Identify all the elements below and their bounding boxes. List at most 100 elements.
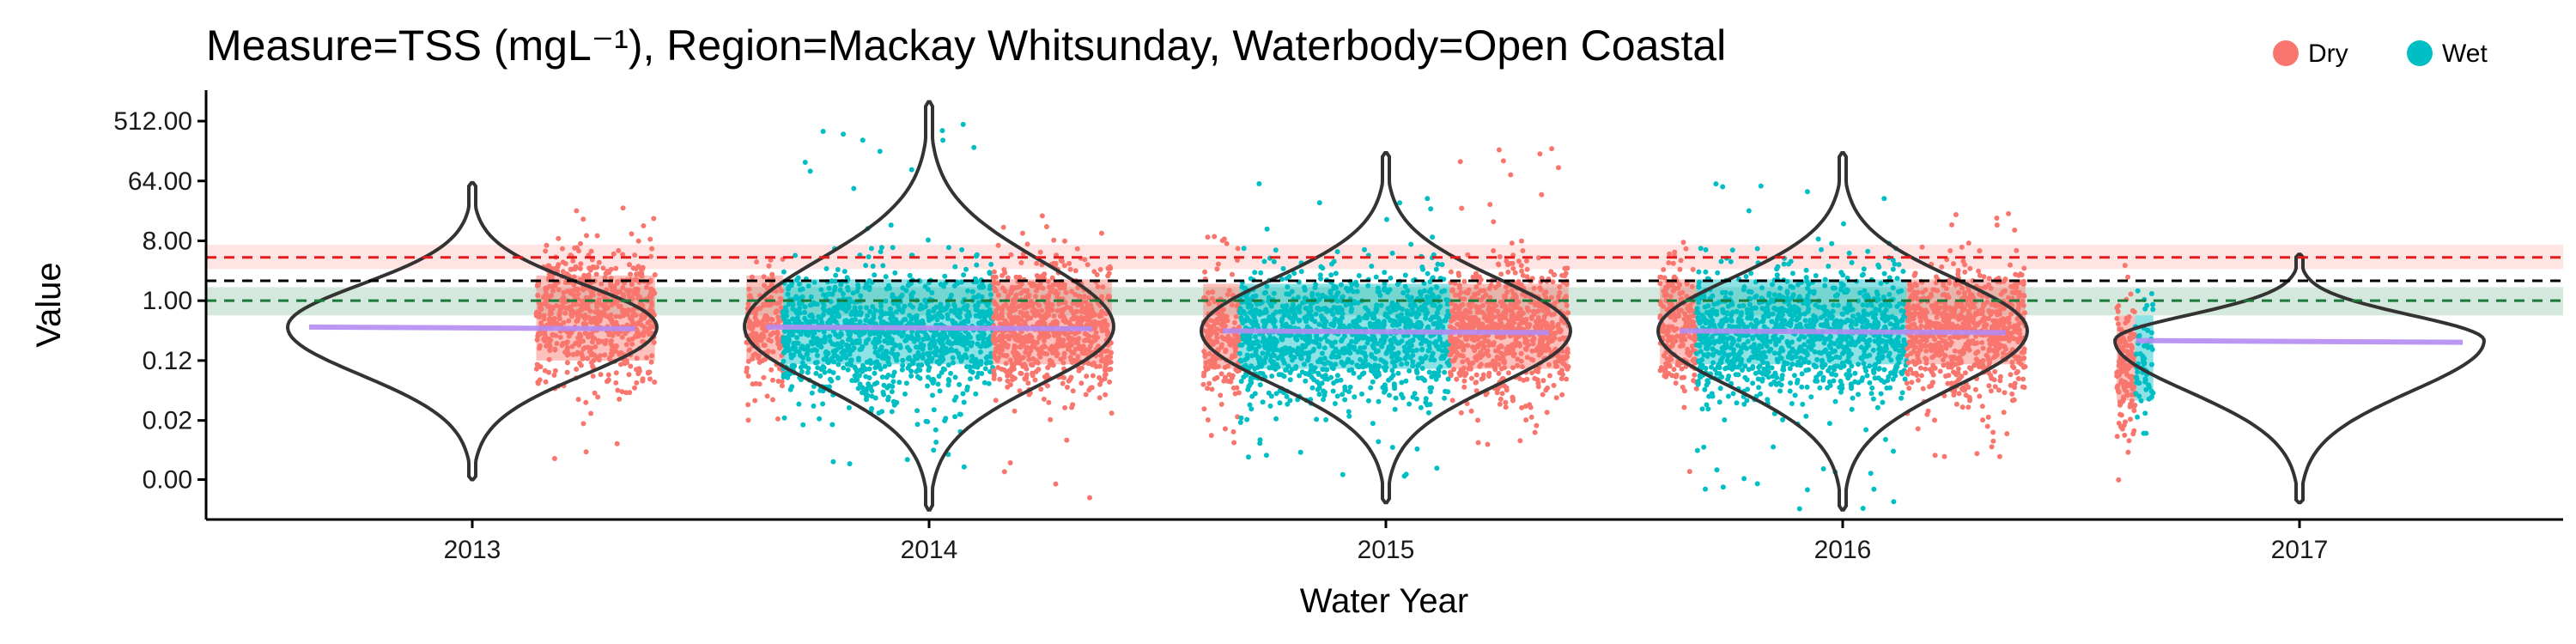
point-5-1173 [1383,365,1389,370]
point-0-115 [580,338,586,344]
point-5-1019 [1261,343,1267,349]
point-5-1192 [1376,321,1382,327]
point-2-766 [904,344,910,350]
point-0-393 [535,293,541,298]
point-2-1004 [963,355,969,361]
point-3-477 [991,368,997,374]
point-0-543 [646,331,652,337]
point-0-554 [561,319,567,325]
point-6-315 [1515,362,1521,368]
point-4-49 [1233,313,1239,319]
point-3-776 [1107,264,1113,270]
point-2-223 [817,373,823,379]
point-0-683 [608,318,614,324]
point-3-746 [1011,331,1017,337]
point-0-477 [608,281,613,286]
point-5-115 [1236,350,1242,356]
point-0-669 [546,303,552,309]
point-6-447 [1468,375,1474,381]
point-0-620 [565,344,570,350]
point-2-428 [788,352,794,358]
point-5-353 [1289,357,1295,363]
point-2-625 [940,137,946,143]
point-5-188 [1333,339,1338,345]
point-2-221 [896,380,902,386]
point-2-861 [872,337,878,342]
point-2-985 [903,288,909,294]
point-5-1121 [1271,336,1277,342]
point-5-649 [1246,454,1251,460]
point-2-1150 [966,309,972,315]
point-0-212 [615,387,621,393]
point-2-1005 [816,313,822,319]
point-2-912 [815,365,821,371]
point-6-635 [1459,340,1464,346]
point-3-736 [1075,302,1080,308]
point-3-718 [1042,315,1048,320]
point-2-579 [925,237,931,243]
point-1-134 [770,397,775,403]
point-2-1069 [939,356,944,362]
point-0-650 [595,355,600,361]
point-2-564 [862,284,868,290]
point-2-402 [942,418,948,423]
point-3-3 [995,292,1001,298]
point-3-9 [1100,284,1106,290]
point-3-787 [1097,313,1103,319]
point-5-1197 [1409,307,1415,313]
point-0-364 [574,208,580,214]
point-2-719 [933,427,939,433]
point-3-62 [1018,290,1024,296]
point-5-1044 [1271,353,1277,358]
point-2-1047 [866,366,872,372]
point-5-1006 [1419,341,1425,347]
point-5-1087 [1267,314,1273,320]
point-2-761 [885,397,891,403]
point-6-360 [1473,380,1479,386]
point-2-834 [954,340,960,346]
point-2-547 [820,306,826,312]
point-2-953 [872,370,878,376]
point-2-285 [885,355,891,361]
point-5-764 [1267,365,1273,371]
point-5-1128 [1320,367,1326,373]
point-0-636 [538,307,544,312]
point-4-131 [1202,269,1208,275]
point-3-45 [1043,224,1049,229]
point-5-779 [1323,416,1329,422]
point-3-680 [1030,338,1036,344]
point-5-509 [1365,283,1371,289]
point-6-662 [1480,372,1486,378]
point-6-435 [1519,238,1524,244]
point-2-339 [893,343,899,349]
point-5-1036 [1243,337,1249,343]
point-5-1050 [1346,409,1352,415]
point-0-690 [629,336,635,342]
point-0-457 [587,308,593,314]
point-3-90 [1097,395,1103,401]
point-2-676 [798,364,804,370]
point-2-852 [869,405,875,411]
point-5-898 [1328,374,1334,380]
point-0-188 [537,345,543,351]
point-2-1162 [813,370,819,376]
point-6-454 [1559,392,1565,398]
point-6-376 [1475,417,1480,423]
point-0-287 [613,380,619,386]
point-2-1030 [935,381,941,387]
point-2-357 [805,356,811,362]
point-2-992 [890,398,896,404]
point-2-650 [953,394,959,400]
point-2-940 [915,349,921,355]
point-2-731 [938,301,944,307]
point-3-479 [1051,313,1057,319]
point-6-195 [1540,378,1546,384]
point-3-182 [1042,343,1047,349]
point-3-689 [1066,378,1072,384]
point-6-41 [1497,401,1503,407]
point-5-1098 [1252,310,1258,316]
point-0-504 [575,291,581,297]
point-0-579 [640,266,646,271]
point-2-655 [814,353,820,358]
point-2-1153 [904,457,910,463]
